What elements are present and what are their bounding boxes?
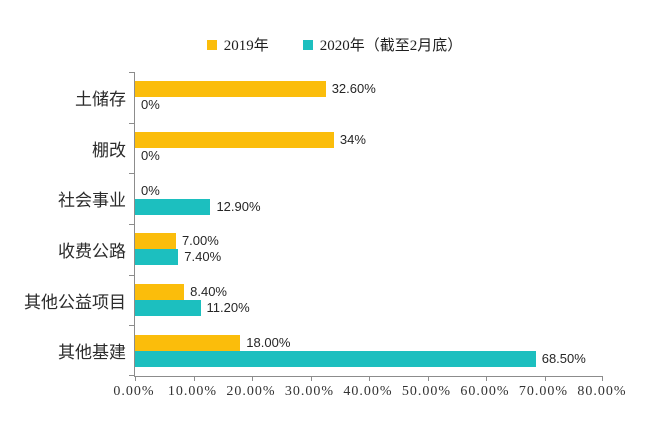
y-axis-tick [129, 72, 134, 73]
legend-item-2020: 2020年（截至2月底） [302, 34, 463, 55]
y-axis-category-labels: 土储存棚改社会事业收费公路其他公益项目其他基建 [0, 72, 126, 376]
bar-line-2019年: 32.60% [135, 81, 603, 98]
bar-line-2020年（截至2月底）: 68.50% [135, 350, 603, 367]
value-label: 7.40% [184, 249, 222, 265]
bar-line-2020年（截至2月底）: 7.40% [135, 249, 603, 266]
bar-segment [135, 132, 334, 148]
x-axis-tick-labels: 0.00% 10.00% 20.00% 30.00% 40.00% 50.00% 60.00… [113, 384, 625, 404]
bar-group: 34% 0% [135, 123, 603, 174]
y-axis-tick [129, 122, 134, 124]
legend-swatch-2020 [302, 39, 313, 50]
x-axis-tick [427, 376, 429, 381]
bar-line-2020年（截至2月底）: 0% [135, 148, 603, 164]
legend-swatch-2019 [206, 39, 217, 50]
bar-group: 8.40% 11.20% [135, 275, 603, 326]
x-tick-label: 70.00% [518, 384, 569, 399]
y-axis-tick [129, 325, 134, 327]
x-axis-tick [252, 376, 253, 381]
bar-group: 7.00% 7.40% [135, 224, 603, 275]
bar-line-2019年: 0% [135, 183, 603, 199]
bar-segment [135, 334, 241, 351]
bar-line-2019年: 34% [135, 132, 603, 148]
legend-label-2020: 2020年（截至2月底） [319, 38, 463, 54]
x-tick-label: 50.00% [401, 384, 452, 399]
bar-segment [135, 300, 201, 317]
value-label: 7.00% [181, 233, 219, 249]
x-axis-tick [602, 376, 603, 381]
bar-rows: 32.60% 0% 34% 0% 0% 12.90% 7.00% 7.40% 8.40% 11.2… [135, 72, 603, 376]
bar-line-2019年: 7.00% [135, 233, 603, 250]
bar-segment [135, 198, 211, 215]
y-axis-tick [129, 173, 134, 175]
x-tick-label: 20.00% [226, 384, 276, 399]
bar-segment [135, 81, 326, 98]
chart-legend: 2019年 2020年（截至2月底） [0, 34, 669, 55]
x-tick-label: 40.00% [343, 384, 393, 399]
category-label: 棚改 [92, 140, 126, 160]
category-label: 其他基建 [58, 343, 126, 363]
legend-label-2019: 2019年 [223, 38, 269, 54]
bar-line-2019年: 18.00% [135, 334, 603, 351]
bar-segment [135, 284, 185, 301]
bar-segment [135, 233, 176, 250]
bar-group: 32.60% 0% [135, 72, 603, 123]
bar-line-2020年（截至2月底）: 12.90% [135, 198, 603, 215]
category-label: 土储存 [75, 89, 126, 109]
x-tick-label: 80.00% [577, 384, 627, 399]
bar-line-2020年（截至2月底）: 0% [135, 97, 603, 113]
plot-area: 32.60% 0% 34% 0% 0% 12.90% 7.00% 7.40% 8.40% 11.2… [129, 72, 603, 381]
x-tick-label: 10.00% [167, 384, 218, 399]
x-tick-label: 60.00% [460, 384, 510, 399]
value-label: 34% [339, 132, 366, 147]
y-axis-tick [129, 375, 134, 376]
x-axis-tick [135, 376, 136, 381]
value-label: 8.40% [190, 284, 227, 300]
value-label: 11.20% [206, 300, 250, 316]
value-label: 0% [141, 97, 160, 113]
y-axis-tick [129, 274, 134, 276]
bar-line-2019年: 8.40% [135, 284, 603, 301]
x-axis-tick [486, 376, 487, 381]
value-label: 0% [141, 148, 160, 163]
category-label: 社会事业 [58, 191, 126, 211]
value-label: 18.00% [246, 334, 291, 350]
x-axis-tick [544, 376, 546, 381]
value-label: 0% [141, 182, 160, 198]
x-axis-tick [310, 376, 312, 381]
category-label: 其他公益项目 [24, 292, 126, 312]
x-tick-label: 0.00% [113, 384, 155, 399]
legend-item-2019: 2019年 [206, 34, 269, 55]
bar-line-2020年（截至2月底）: 11.20% [135, 300, 603, 317]
bar-segment [135, 249, 179, 266]
y-axis-tick [129, 224, 134, 225]
value-label: 12.90% [216, 198, 261, 214]
x-axis-tick [369, 376, 370, 381]
value-label: 32.60% [331, 81, 376, 97]
bar-segment [135, 350, 536, 367]
x-tick-label: 30.00% [284, 384, 335, 399]
bar-group: 18.00% 68.50% [135, 325, 603, 376]
category-label: 收费公路 [58, 241, 126, 261]
x-axis-tick [193, 376, 195, 381]
bar-group: 0% 12.90% [135, 173, 603, 224]
value-label: 68.50% [541, 350, 586, 366]
